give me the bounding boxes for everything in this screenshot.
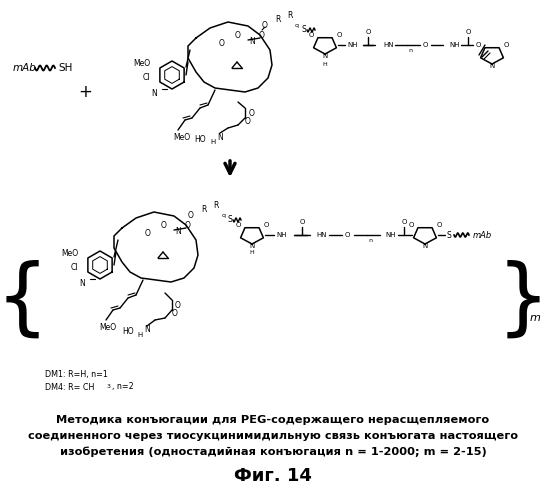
Text: S: S [446, 230, 451, 239]
Text: S: S [228, 216, 232, 224]
Text: N: N [422, 243, 428, 249]
Text: O: O [262, 20, 268, 30]
Text: N: N [144, 326, 150, 334]
Text: O: O [161, 222, 167, 230]
Text: O: O [503, 42, 509, 48]
Text: mAb: mAb [473, 230, 492, 239]
Text: NH: NH [449, 42, 459, 48]
Text: N: N [217, 132, 223, 141]
Text: Фиг. 14: Фиг. 14 [234, 467, 312, 485]
Text: O: O [401, 219, 406, 225]
Text: O: O [465, 29, 470, 35]
Text: O: O [219, 40, 225, 48]
Text: O: O [475, 42, 481, 48]
Text: , n=2: , n=2 [112, 382, 134, 392]
Text: q: q [295, 22, 299, 28]
Text: O: O [249, 108, 255, 118]
Text: N: N [151, 88, 157, 98]
Text: H: H [137, 332, 143, 338]
Text: H: H [211, 139, 216, 145]
Text: DM1: R=H, n=1: DM1: R=H, n=1 [45, 370, 108, 380]
Text: mAb: mAb [13, 63, 37, 73]
Text: R: R [213, 200, 219, 209]
Text: соединенного через тиосукцинимидильную связь конъюгата настоящего: соединенного через тиосукцинимидильную с… [28, 431, 518, 441]
Text: O: O [309, 32, 313, 38]
Text: R: R [287, 10, 293, 20]
Text: NH: NH [348, 42, 358, 48]
Text: O: O [365, 29, 371, 35]
Text: {: { [0, 260, 49, 340]
Text: O: O [145, 230, 151, 238]
Text: MeO: MeO [133, 58, 150, 68]
Text: O: O [188, 210, 194, 220]
Text: SH: SH [58, 63, 72, 73]
Text: MeO: MeO [61, 248, 78, 258]
Text: изобретения (одностадийная конъюгация n = 1-2000; m = 2-15): изобретения (одностадийная конъюгация n … [60, 447, 486, 457]
Text: O: O [263, 222, 269, 228]
Text: HO: HO [194, 136, 206, 144]
Text: N: N [322, 53, 328, 59]
Text: }: } [497, 260, 547, 340]
Text: R: R [275, 16, 281, 24]
Text: O: O [437, 222, 441, 228]
Text: NH: NH [277, 232, 287, 238]
Text: HO: HO [122, 328, 134, 336]
Text: MeO: MeO [173, 132, 190, 141]
Text: N: N [249, 38, 255, 46]
Text: HN: HN [316, 232, 327, 238]
Text: H: H [323, 62, 327, 66]
Text: O: O [259, 30, 265, 40]
Text: O: O [172, 310, 178, 318]
Text: O: O [175, 300, 181, 310]
Text: Методика конъюгации для PEG-содержащего нерасщепляемого: Методика конъюгации для PEG-содержащего … [56, 415, 490, 425]
Text: O: O [299, 219, 305, 225]
Text: O: O [422, 42, 428, 48]
Text: NH: NH [385, 232, 395, 238]
Text: Cl: Cl [71, 264, 78, 272]
Text: N: N [175, 228, 181, 236]
Text: O: O [344, 232, 350, 238]
Text: O: O [235, 222, 241, 228]
Text: N: N [79, 278, 85, 287]
Text: O: O [185, 220, 191, 230]
Text: O: O [336, 32, 342, 38]
Text: q: q [222, 212, 226, 218]
Text: MeO: MeO [100, 324, 117, 332]
Text: O: O [408, 222, 414, 228]
Text: n: n [368, 238, 372, 242]
Text: HN: HN [383, 42, 393, 48]
Text: m: m [529, 313, 540, 323]
Text: 3: 3 [107, 384, 111, 389]
Text: O: O [235, 32, 241, 40]
Text: S: S [301, 26, 306, 35]
Text: Cl: Cl [143, 74, 150, 82]
Text: +: + [78, 83, 92, 101]
Text: n: n [408, 48, 412, 52]
Text: O: O [245, 118, 251, 126]
Text: DM4: R= CH: DM4: R= CH [45, 382, 95, 392]
Text: N: N [249, 243, 254, 249]
Text: N: N [490, 63, 494, 69]
Text: R: R [201, 206, 207, 214]
Text: H: H [249, 250, 254, 256]
